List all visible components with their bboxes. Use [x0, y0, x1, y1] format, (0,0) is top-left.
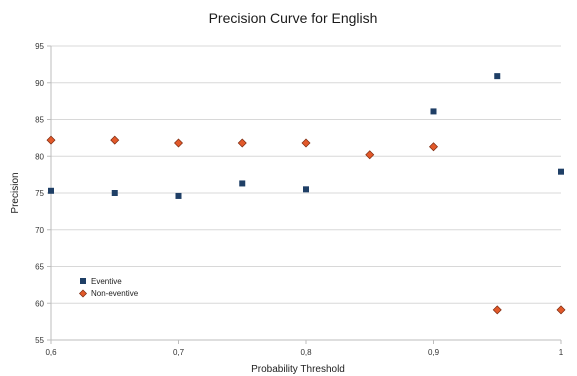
- y-axis-label: Precision: [10, 172, 21, 213]
- chart-title: Precision Curve for English: [209, 10, 378, 26]
- legend-marker-non-eventive-icon: [79, 289, 87, 298]
- x-tick-label: 0,8: [300, 348, 312, 357]
- point-eventive: [175, 192, 182, 199]
- point-non-eventive: [429, 142, 438, 152]
- x-tick-label: 0,7: [173, 348, 185, 357]
- point-eventive: [111, 190, 118, 196]
- y-tick-label: 85: [35, 116, 44, 125]
- point-non-eventive: [110, 135, 120, 145]
- point-eventive: [303, 186, 309, 193]
- point-non-eventive: [492, 305, 502, 315]
- y-tick-label: 90: [35, 79, 44, 88]
- x-axis-label: Probability Threshold: [251, 364, 345, 375]
- point-eventive: [239, 180, 246, 187]
- x-tick-label: 0,9: [428, 348, 440, 357]
- x-tick-label: 0,6: [45, 348, 57, 357]
- x-tick-labels: 0,6 0,7 0,8 0,9 1: [45, 348, 563, 357]
- point-non-eventive: [556, 305, 566, 315]
- point-eventive: [494, 73, 501, 80]
- legend-label-non-eventive: Non-eventive: [91, 289, 139, 298]
- y-tick-label: 80: [35, 152, 44, 161]
- point-eventive: [430, 108, 437, 115]
- y-tick-label: 70: [35, 226, 44, 235]
- legend: Eventive Non-eventive: [79, 277, 139, 298]
- y-tick-labels: 55 60 65 70 75 80 85 90 95: [35, 42, 44, 345]
- y-tick-label: 65: [35, 263, 44, 272]
- point-eventive: [558, 168, 564, 175]
- legend-marker-eventive-icon: [80, 278, 86, 284]
- point-non-eventive: [301, 138, 311, 148]
- axes: [47, 45, 562, 344]
- point-non-eventive: [237, 138, 247, 148]
- y-tick-label: 95: [35, 42, 44, 51]
- data-points: [46, 73, 566, 315]
- point-non-eventive: [174, 138, 183, 148]
- y-tick-label: 60: [35, 299, 44, 308]
- x-tick-label: 1: [559, 348, 564, 357]
- y-tick-label: 75: [35, 189, 44, 198]
- gridlines: [51, 45, 561, 341]
- legend-label-eventive: Eventive: [91, 277, 122, 286]
- point-non-eventive: [365, 150, 375, 160]
- point-non-eventive: [46, 135, 56, 145]
- y-tick-label: 55: [35, 336, 44, 345]
- point-eventive: [48, 187, 54, 194]
